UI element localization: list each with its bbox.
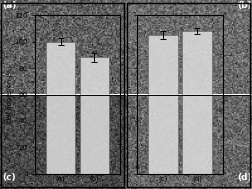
Text: (c): (c) [3,173,16,182]
Bar [182,31,212,174]
Text: (b): (b) [237,1,251,10]
Bar [80,57,109,174]
Text: (a): (a) [3,1,17,10]
Y-axis label: cell adhesion (%): cell adhesion (%) [6,66,13,123]
Text: (d): (d) [237,173,251,182]
Bar [46,42,75,174]
Bar [148,35,178,174]
